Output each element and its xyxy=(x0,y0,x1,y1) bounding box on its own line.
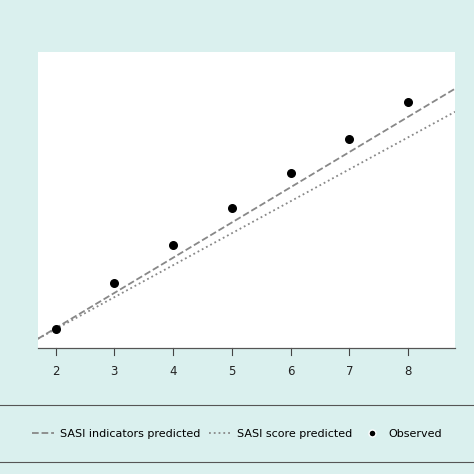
Text: 7: 7 xyxy=(346,365,353,378)
Point xyxy=(228,204,236,212)
Text: 6: 6 xyxy=(287,365,294,378)
Text: 4: 4 xyxy=(169,365,177,378)
Point xyxy=(287,170,294,177)
Text: 5: 5 xyxy=(228,365,236,378)
Point xyxy=(110,279,118,287)
Point xyxy=(346,135,353,143)
Text: 8: 8 xyxy=(404,365,412,378)
Point xyxy=(52,325,59,333)
Point xyxy=(169,241,177,248)
Legend: SASI indicators predicted, SASI score predicted, Observed: SASI indicators predicted, SASI score pr… xyxy=(27,424,447,443)
Text: 3: 3 xyxy=(110,365,118,378)
Text: 2: 2 xyxy=(52,365,59,378)
Point xyxy=(404,99,412,106)
